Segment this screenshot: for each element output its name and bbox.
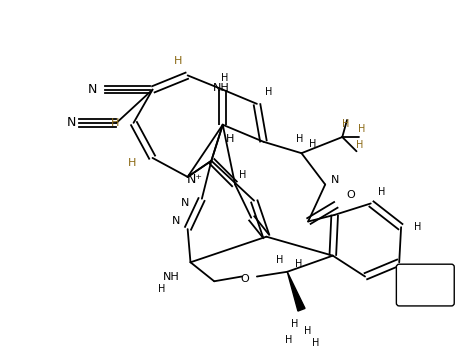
Text: H: H xyxy=(305,325,312,336)
Text: H: H xyxy=(174,56,182,66)
Text: H: H xyxy=(309,139,316,149)
Text: H: H xyxy=(128,158,136,168)
Text: H: H xyxy=(342,119,350,129)
Text: H: H xyxy=(414,222,422,232)
Text: N: N xyxy=(66,116,76,129)
Text: O: O xyxy=(346,190,355,200)
Text: N: N xyxy=(88,83,97,96)
Text: O: O xyxy=(240,274,249,285)
FancyBboxPatch shape xyxy=(396,264,454,306)
Text: N⁺: N⁺ xyxy=(187,173,203,186)
Text: H: H xyxy=(221,73,228,83)
Text: Abs: Abs xyxy=(414,280,437,293)
Text: H: H xyxy=(356,139,363,150)
Text: N: N xyxy=(172,217,180,227)
Text: H: H xyxy=(276,255,283,265)
Text: N: N xyxy=(331,175,339,185)
Text: H: H xyxy=(296,134,303,144)
Text: H: H xyxy=(264,87,272,98)
Text: H: H xyxy=(378,187,386,197)
Text: H: H xyxy=(291,319,298,329)
Text: H: H xyxy=(226,134,235,144)
Text: H: H xyxy=(158,284,166,294)
Text: H: H xyxy=(358,125,365,135)
Text: H: H xyxy=(312,338,319,347)
Text: H: H xyxy=(286,335,293,345)
Polygon shape xyxy=(287,272,305,311)
Text: H: H xyxy=(239,170,246,180)
Text: NH: NH xyxy=(163,271,180,281)
Text: NH: NH xyxy=(212,83,229,93)
Text: H: H xyxy=(110,118,119,128)
Text: N: N xyxy=(181,198,189,209)
Text: H: H xyxy=(295,259,302,269)
